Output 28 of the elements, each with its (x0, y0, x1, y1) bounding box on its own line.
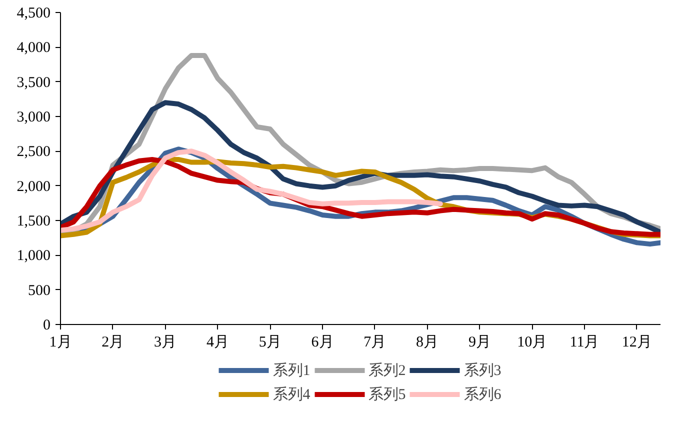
x-tick-label: 4月 (206, 334, 229, 350)
x-tick-label: 5月 (258, 334, 282, 350)
x-tick-label: 3月 (154, 334, 177, 350)
y-tick-label: 3,500 (16, 74, 50, 91)
y-tick-label: 2,000 (16, 178, 50, 195)
x-tick-label: 2月 (102, 334, 124, 350)
x-tick-label: 11月 (570, 334, 600, 350)
x-tick-label: 10月 (517, 334, 548, 350)
y-tick-label: 1,000 (16, 248, 50, 264)
x-tick-label: 8月 (416, 334, 439, 350)
y-tick-label: 4,500 (16, 6, 50, 22)
legend-label: 系列5 (368, 386, 406, 404)
y-tick-label: 500 (28, 282, 50, 299)
y-tick-label: 1,500 (16, 214, 50, 230)
x-tick-label: 7月 (364, 334, 386, 350)
legend-label: 系列1 (272, 362, 310, 380)
legend-label: 系列2 (368, 362, 406, 380)
x-tick-label: 12月 (622, 334, 652, 350)
y-tick-label: 0 (43, 318, 50, 334)
legend-label: 系列6 (464, 386, 502, 404)
x-tick-label: 1月 (49, 334, 72, 350)
y-tick-label: 3,000 (16, 110, 50, 126)
x-tick-label: 9月 (468, 334, 491, 350)
y-tick-label: 2,500 (16, 144, 50, 160)
y-tick-label: 4,000 (16, 40, 50, 56)
legend-label: 系列3 (464, 362, 502, 380)
legend-label: 系列4 (272, 386, 310, 404)
x-tick-label: 6月 (311, 334, 334, 350)
